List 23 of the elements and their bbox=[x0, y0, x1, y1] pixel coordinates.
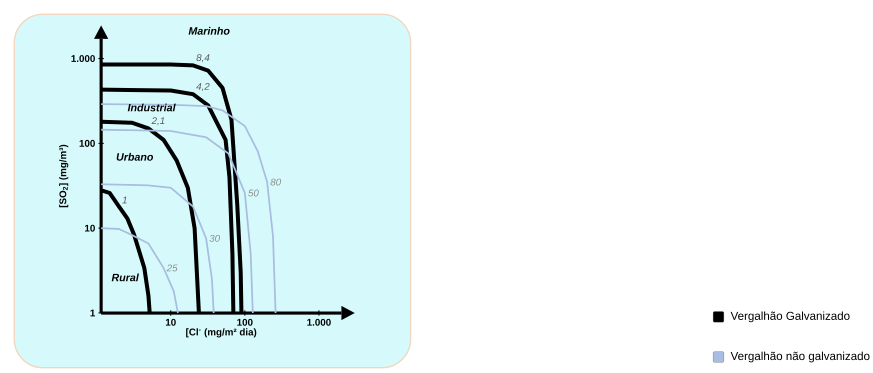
y-tick-label: 10 bbox=[85, 224, 95, 232]
y-axis-title: [SO$_{2}$] (mg/m³) bbox=[59, 144, 68, 208]
annotation: Industrial bbox=[128, 104, 176, 112]
x-axis-title: [Cl$^{-}$ (mg/m² dia) bbox=[186, 328, 256, 338]
y-tick-label: 100 bbox=[80, 140, 95, 147]
series-label: 30 bbox=[209, 234, 220, 242]
annotation: Rural bbox=[112, 273, 139, 282]
y-tick-label: 1 bbox=[90, 310, 96, 316]
x-tick-label: 100 bbox=[237, 318, 253, 326]
text: Vergalhão Galvanizado bbox=[730, 311, 850, 322]
y-tick-label: 1.000 bbox=[71, 55, 95, 62]
series-label: 80 bbox=[270, 178, 282, 186]
series-label: 50 bbox=[248, 190, 259, 196]
x-tick-label: 10 bbox=[166, 318, 176, 326]
series-label: 25 bbox=[166, 264, 178, 272]
text: Marinho bbox=[188, 26, 230, 35]
series-label: 2,1 bbox=[152, 117, 164, 126]
series-label: 4,2 bbox=[196, 82, 210, 92]
series-label: 1 bbox=[122, 196, 127, 204]
text: Vergalhão não galvanizado bbox=[730, 352, 870, 362]
series-label: 8,4 bbox=[196, 54, 210, 62]
x-tick-label: 1.000 bbox=[307, 318, 331, 326]
annotation: Urbano bbox=[116, 152, 154, 161]
